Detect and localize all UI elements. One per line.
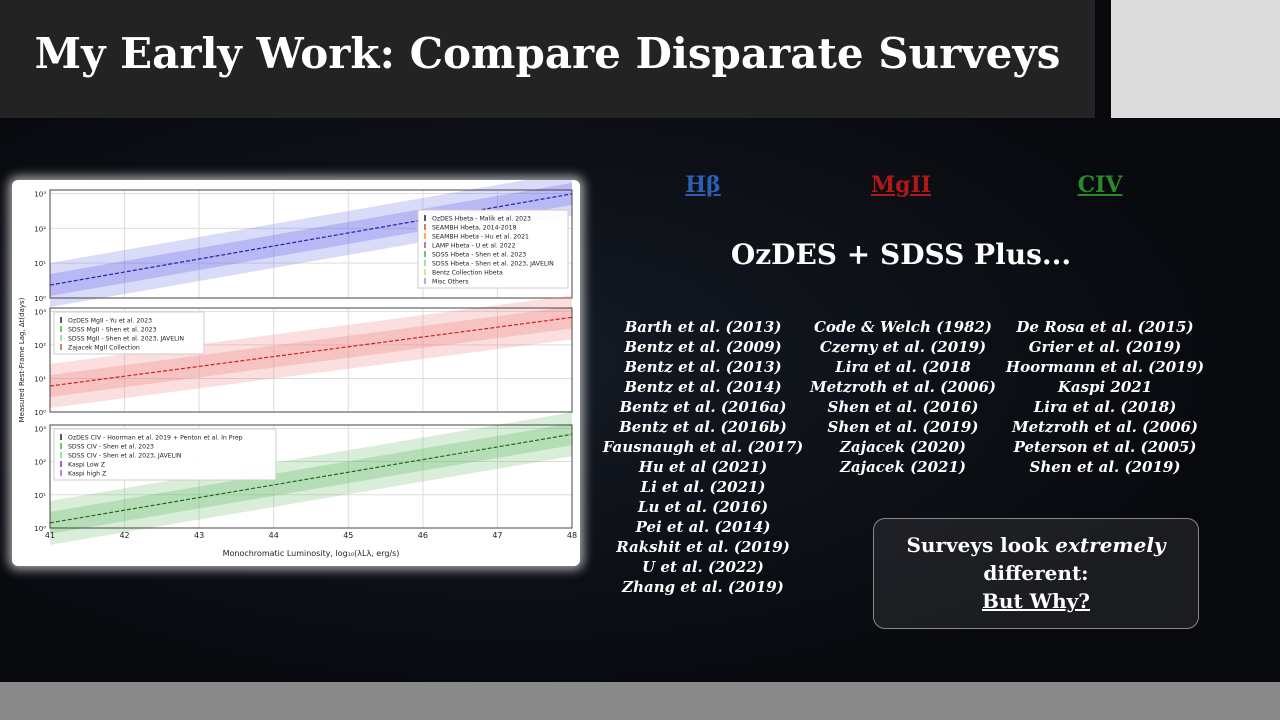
y-tick-label: 10¹: [34, 492, 46, 500]
reference: Bentz et al. (2014): [624, 378, 782, 396]
gray-box: [1111, 0, 1280, 118]
reference: Lira et al. (2018: [835, 358, 971, 376]
reference: Rakshit et al. (2019): [616, 538, 790, 556]
legend-label: LAMP Hbeta - U et al. 2022: [432, 243, 516, 250]
x-tick-label: 46: [418, 531, 428, 540]
footer-bar: [0, 682, 1280, 720]
reference: Shen et al. (2019): [1029, 458, 1181, 476]
reference: Zajacek (2021): [839, 458, 967, 476]
legend-label: Zajacek MgII Collection: [68, 345, 140, 352]
slide-title: My Early Work: Compare Disparate Surveys: [34, 29, 1061, 78]
legend-box: [417, 209, 569, 289]
y-tick-label: 10⁰: [34, 295, 46, 303]
reference: Lira et al. (2018): [1033, 398, 1177, 416]
legend-label: SDSS MgII - Shen et al. 2023: [68, 327, 157, 334]
y-tick-label: 10²: [34, 342, 46, 350]
reference: Zhang et al. (2019): [622, 578, 784, 596]
reference: Li et al. (2021): [640, 478, 766, 496]
reference: Shen et al. (2019): [827, 418, 979, 436]
reference-column: Barth et al. (2013) Bentz et al. (2009) Be…: [593, 317, 813, 597]
y-tick-label: 10¹: [34, 260, 46, 268]
panel-frame: [49, 307, 573, 413]
legend-label: SEAMBH Hbeta, 2014-2018: [432, 225, 517, 232]
panel-frame: [49, 189, 573, 299]
reference: Bentz et al. (2013): [624, 358, 782, 376]
reference: Bentz et al. (2009): [624, 338, 782, 356]
legend-label: Kaspi Low Z: [68, 462, 105, 469]
reference: Barth et al. (2013): [624, 318, 782, 336]
callout-question: But Why?: [982, 589, 1090, 613]
reference: Metzroth et al. (2006): [809, 378, 997, 396]
y-axis-label: Measured Rest-Frame Lag, Δt(days): [18, 297, 26, 422]
x-tick-label: 44: [269, 531, 279, 540]
legend-label: SDSS CIV - Shen et al. 2023: [68, 444, 154, 451]
x-tick-label: 42: [119, 531, 129, 540]
y-tick-label: 10³: [34, 308, 46, 316]
callout-emphasis: extremely: [1055, 533, 1166, 557]
legend-label: Bentz Collection Hbeta: [432, 270, 503, 277]
heading: CIV: [1077, 172, 1123, 198]
confidence-band: [50, 295, 572, 408]
y-tick-label: 10³: [34, 425, 46, 433]
reference: Hu et al (2021): [638, 458, 768, 476]
fit-line: [49, 193, 573, 286]
reference: Grier et al. (2019): [1028, 338, 1182, 356]
reference: De Rosa et al. (2015): [1016, 318, 1194, 336]
x-tick-label: 43: [194, 531, 204, 540]
reference: Hoormann et al. (2019): [1005, 358, 1205, 376]
legend-box: [53, 428, 277, 481]
legend-label: SDSS CIV - Shen et al. 2023, JAVELIN: [68, 453, 182, 460]
panel-frame: [49, 424, 573, 529]
x-tick-label: 47: [492, 531, 502, 540]
legend-label: SDSS Hbeta - Shen et al. 2023, JAVELIN: [432, 261, 554, 268]
legend-label: SDSS Hbeta - Shen et al. 2023: [432, 252, 526, 259]
reference: Lu et al. (2016): [637, 498, 769, 516]
subtitle: OzDES + SDSS Plus...: [730, 238, 1072, 271]
legend-label: SDSS MgII - Shen et al. 2023, JAVELIN: [68, 336, 184, 343]
heading: Hβ: [685, 172, 721, 198]
reference: Shen et al. (2016): [827, 398, 979, 416]
callout: Surveys look extremely different: But Wh…: [873, 518, 1199, 629]
x-tick-label: 45: [343, 531, 353, 540]
reference-column: Code & Welch (1982) Czerny et al. (2019) L…: [793, 317, 1013, 477]
callout-text: different:: [983, 561, 1089, 585]
reference: Bentz et al. (2016b): [619, 418, 787, 436]
y-tick-label: 10⁰: [34, 409, 46, 417]
fit-line: [49, 316, 573, 387]
y-tick-label: 10²: [34, 225, 46, 233]
figure: 10⁰ 10¹ 10² 10³ OzDES Hbeta - Malik et al. 2…: [12, 180, 580, 566]
reference: Fausnaugh et al. (2017): [602, 438, 804, 456]
reference: Pei et al. (2014): [635, 518, 771, 536]
reference: Kaspi 2021: [1057, 378, 1153, 396]
legend-label: OzDES Hbeta - Malik et al. 2023: [432, 216, 531, 223]
callout-text: Surveys look: [906, 533, 1049, 557]
reference: Code & Welch (1982): [813, 318, 993, 336]
legend-label: Misc Others: [432, 279, 468, 286]
header-bar: My Early Work: Compare Disparate Surveys: [0, 0, 1095, 118]
x-axis-label: Monochromatic Luminosity, log₁₀(λLλ, erg…: [223, 549, 400, 558]
x-tick-label: 48: [567, 531, 577, 540]
confidence-band: [50, 306, 572, 397]
legend-label: Kaspi high Z: [68, 471, 106, 478]
reference-column: De Rosa et al. (2015) Grier et al. (2019)…: [995, 317, 1215, 477]
reference: Bentz et al. (2016a): [619, 398, 787, 416]
legend-box: [53, 311, 205, 355]
reference: U et al. (2022): [642, 558, 764, 576]
legend-label: OzDES CIV - Hoorman et al. 2019 + Penton…: [68, 435, 243, 442]
reference: Metzroth et al. (2006): [1011, 418, 1199, 436]
reference: Peterson et al. (2005): [1013, 438, 1197, 456]
y-tick-label: 10²: [34, 459, 46, 467]
legend-label: OzDES MgII - Yu et al. 2023: [68, 318, 152, 325]
y-tick-label: 10³: [34, 190, 46, 198]
reference: Czerny et al. (2019): [819, 338, 987, 356]
y-tick-label: 10⁰: [34, 525, 46, 533]
reference: Zajacek (2020): [839, 438, 967, 456]
heading: MgII: [870, 172, 932, 198]
x-tick-label: 41: [45, 531, 55, 540]
legend-label: SEAMBH Hbeta - Hu et al. 2021: [432, 234, 529, 241]
fit-line: [49, 433, 573, 524]
y-tick-label: 10¹: [34, 375, 46, 383]
